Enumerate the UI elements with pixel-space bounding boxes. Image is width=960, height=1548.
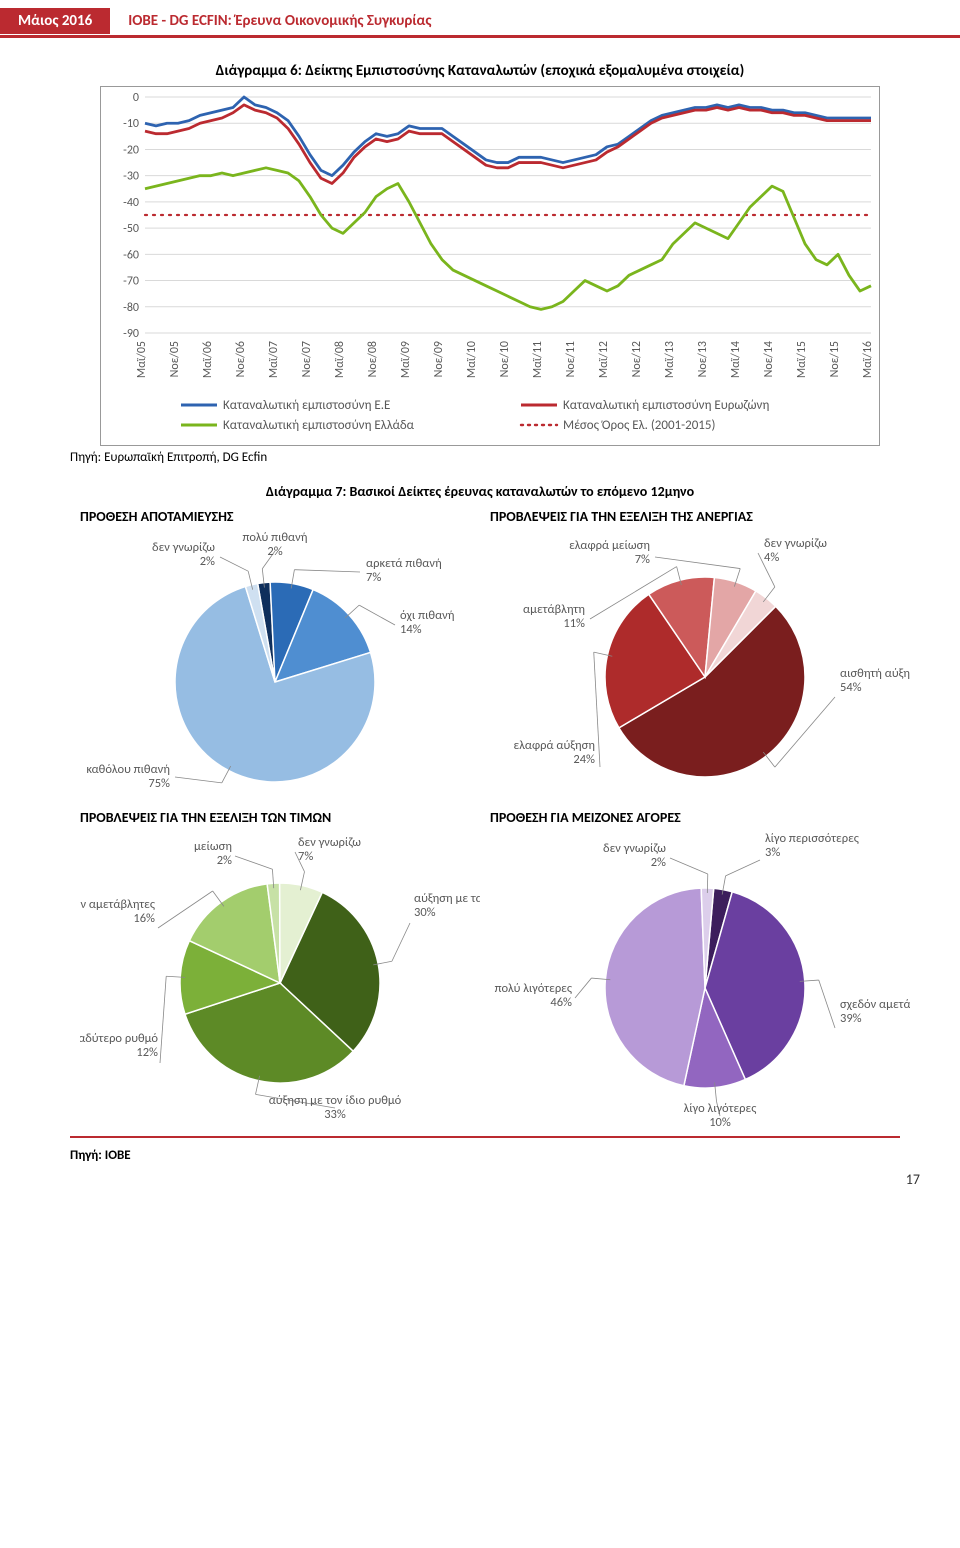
- chart6-title: Διάγραμμα 6: Δείκτης Εμπιστοσύνης Κατανα…: [0, 62, 960, 80]
- svg-text:Μαϊ/12: Μαϊ/12: [597, 341, 611, 378]
- svg-text:-30: -30: [123, 170, 139, 184]
- svg-text:δεν γνωρίζω: δεν γνωρίζω: [603, 841, 666, 856]
- svg-text:2%: 2%: [217, 853, 232, 868]
- svg-text:αύξηση με βραδύτερο ρυθμό: αύξηση με βραδύτερο ρυθμό: [80, 1031, 158, 1046]
- bottom-rule: [70, 1136, 900, 1138]
- pie-majorbuy: ΠΡΟΘΕΣΗ ΓΙΑ ΜΕΙΖΟΝΕΣ ΑΓΟΡΕΣ λίγο περισσό…: [490, 809, 910, 1128]
- svg-text:ελαφρά μείωση: ελαφρά μείωση: [569, 538, 650, 553]
- svg-text:Μαϊ/06: Μαϊ/06: [201, 341, 215, 378]
- svg-text:10%: 10%: [709, 1115, 731, 1128]
- svg-text:-20: -20: [123, 143, 139, 157]
- svg-text:δεν γνωρίζω: δεν γνωρίζω: [152, 540, 215, 555]
- svg-text:2%: 2%: [200, 554, 215, 569]
- svg-text:Μαϊ/16: Μαϊ/16: [861, 341, 875, 378]
- page-number: 17: [0, 1163, 960, 1204]
- svg-text:μείωση: μείωση: [194, 839, 232, 854]
- pie-majorbuy-title: ΠΡΟΘΕΣΗ ΓΙΑ ΜΕΙΖΟΝΕΣ ΑΓΟΡΕΣ: [490, 809, 910, 826]
- svg-text:2%: 2%: [267, 544, 282, 559]
- svg-text:πολύ πιθανή: πολύ πιθανή: [243, 530, 308, 545]
- svg-text:7%: 7%: [366, 570, 381, 585]
- svg-text:Καταναλωτική εμπιστοσύνη Ελλάδ: Καταναλωτική εμπιστοσύνη Ελλάδα: [223, 418, 415, 433]
- svg-text:Νοε/11: Νοε/11: [564, 341, 578, 377]
- svg-text:-70: -70: [123, 275, 139, 289]
- svg-text:Μαϊ/15: Μαϊ/15: [795, 341, 809, 378]
- header-rule: [0, 35, 960, 38]
- svg-text:Νοε/12: Νοε/12: [630, 341, 644, 377]
- svg-text:Μαϊ/07: Μαϊ/07: [267, 341, 281, 378]
- svg-text:Μέσος Όρος Ελ. (2001-2015): Μέσος Όρος Ελ. (2001-2015): [563, 418, 715, 433]
- svg-text:Νοε/09: Νοε/09: [432, 341, 446, 377]
- svg-text:σχεδόν αμετάβλητες: σχεδόν αμετάβλητες: [80, 897, 156, 912]
- svg-text:7%: 7%: [635, 552, 650, 567]
- svg-text:όχι πιθανή: όχι πιθανή: [400, 608, 455, 623]
- svg-text:0: 0: [133, 91, 139, 105]
- svg-text:λίγο περισσότερες: λίγο περισσότερες: [765, 831, 860, 846]
- source-bottom: Πηγή: ΙΟΒΕ: [70, 1148, 960, 1163]
- svg-text:Νοε/15: Νοε/15: [828, 341, 842, 377]
- source-top: Πηγή: Ευρωπαϊκή Επιτροπή, DG Ecfin: [70, 450, 960, 465]
- svg-text:Νοε/06: Νοε/06: [234, 341, 248, 377]
- diagram7-title: Διάγραμμα 7: Βασικοί Δείκτες έρευνας κατ…: [0, 483, 960, 500]
- svg-text:7%: 7%: [298, 849, 313, 864]
- svg-text:Νοε/13: Νοε/13: [696, 341, 710, 377]
- svg-text:4%: 4%: [764, 550, 779, 565]
- header-date: Μάιος 2016: [0, 8, 110, 34]
- svg-text:Μαϊ/10: Μαϊ/10: [465, 341, 479, 378]
- svg-text:Μαϊ/11: Μαϊ/11: [531, 341, 545, 378]
- pie-savings: ΠΡΟΘΕΣΗ ΑΠΟΤΑΜΙΕΥΣΗΣ πολύ πιθανή2%αρκετά…: [80, 508, 490, 807]
- pie-prices-title: ΠΡΟΒΛΕΨΕΙΣ ΓΙΑ ΤΗΝ ΕΞΕΛΙΞΗ ΤΩΝ ΤΙΜΩΝ: [80, 809, 490, 826]
- svg-text:ελαφρά αύξηση: ελαφρά αύξηση: [514, 738, 595, 753]
- svg-text:14%: 14%: [400, 622, 422, 637]
- svg-text:αισθητή αύξηση: αισθητή αύξηση: [840, 666, 910, 681]
- svg-text:12%: 12%: [136, 1045, 158, 1060]
- svg-text:Νοε/05: Νοε/05: [168, 341, 182, 377]
- svg-text:αρκετά πιθανή: αρκετά πιθανή: [366, 556, 442, 571]
- svg-text:Καταναλωτική εμπιστοσύνη Ευρωζ: Καταναλωτική εμπιστοσύνη Ευρωζώνη: [563, 398, 769, 413]
- svg-text:24%: 24%: [573, 752, 595, 767]
- svg-text:-60: -60: [123, 248, 139, 262]
- svg-text:46%: 46%: [550, 995, 572, 1010]
- svg-text:2%: 2%: [651, 855, 666, 870]
- svg-text:αμετάβλητη: αμετάβλητη: [523, 602, 585, 617]
- svg-text:3%: 3%: [765, 845, 780, 860]
- svg-text:54%: 54%: [840, 680, 862, 695]
- svg-text:Μαϊ/13: Μαϊ/13: [663, 341, 677, 378]
- svg-text:Νοε/07: Νοε/07: [300, 341, 314, 377]
- svg-text:-10: -10: [123, 117, 139, 131]
- svg-text:Μαϊ/09: Μαϊ/09: [399, 341, 413, 378]
- pie-unemp-title: ΠΡΟΒΛΕΨΕΙΣ ΓΙΑ ΤΗΝ ΕΞΕΛΙΞΗ ΤΗΣ ΑΝΕΡΓΙΑΣ: [490, 508, 910, 525]
- svg-text:Μαϊ/08: Μαϊ/08: [333, 341, 347, 378]
- header-org: ΙΟΒΕ - DG ECFIN: Έρευνα Οικονομικής Συγκ…: [110, 8, 449, 34]
- svg-text:75%: 75%: [148, 776, 170, 791]
- svg-text:33%: 33%: [324, 1107, 346, 1122]
- svg-text:-40: -40: [123, 196, 139, 210]
- svg-text:καθόλου πιθανή: καθόλου πιθανή: [86, 762, 170, 777]
- svg-text:-90: -90: [123, 327, 139, 341]
- chart6-line-chart: 0 -10 -20 -30 -40 -50 -60 -70 -80 -90Μαϊ/05 Νοε/05…: [100, 86, 880, 446]
- svg-text:Νοε/08: Νοε/08: [366, 341, 380, 377]
- svg-text:16%: 16%: [133, 911, 155, 926]
- svg-text:δεν γνωρίζω: δεν γνωρίζω: [764, 536, 827, 551]
- svg-text:Νοε/10: Νοε/10: [498, 341, 512, 377]
- svg-text:σχεδόν αμετάβλητες: σχεδόν αμετάβλητες: [840, 997, 910, 1012]
- pie-prices: ΠΡΟΒΛΕΨΕΙΣ ΓΙΑ ΤΗΝ ΕΞΕΛΙΞΗ ΤΩΝ ΤΙΜΩΝ αύξ…: [80, 809, 490, 1128]
- svg-text:δεν γνωρίζω: δεν γνωρίζω: [298, 835, 361, 850]
- svg-text:αύξηση με τον ίδιο ρυθμό: αύξηση με τον ίδιο ρυθμό: [269, 1093, 402, 1108]
- svg-text:39%: 39%: [840, 1011, 862, 1026]
- svg-text:Μαϊ/14: Μαϊ/14: [729, 341, 743, 378]
- svg-text:Καταναλωτική εμπιστοσύνη Ε.Ε: Καταναλωτική εμπιστοσύνη Ε.Ε: [223, 398, 390, 413]
- svg-text:11%: 11%: [563, 616, 585, 631]
- svg-text:Νοε/14: Νοε/14: [762, 341, 776, 377]
- svg-text:Μαϊ/05: Μαϊ/05: [135, 341, 149, 378]
- svg-text:αύξηση με ταχύτερο ρυθμό: αύξηση με ταχύτερο ρυθμό: [414, 891, 480, 906]
- pie-savings-title: ΠΡΟΘΕΣΗ ΑΠΟΤΑΜΙΕΥΣΗΣ: [80, 508, 490, 525]
- svg-text:-50: -50: [123, 222, 139, 236]
- pie-unemployment: ΠΡΟΒΛΕΨΕΙΣ ΓΙΑ ΤΗΝ ΕΞΕΛΙΞΗ ΤΗΣ ΑΝΕΡΓΙΑΣ …: [490, 508, 910, 807]
- svg-text:-80: -80: [123, 301, 139, 315]
- svg-text:30%: 30%: [414, 905, 436, 920]
- svg-text:λίγο λιγότερες: λίγο λιγότερες: [684, 1101, 758, 1116]
- svg-text:πολύ λιγότερες: πολύ λιγότερες: [495, 981, 573, 996]
